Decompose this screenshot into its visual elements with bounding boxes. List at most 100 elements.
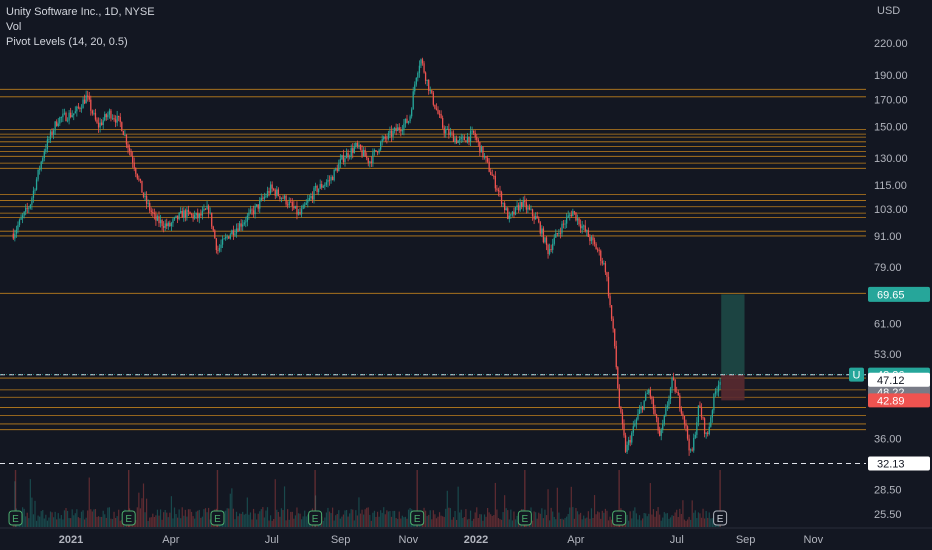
volume-bar — [192, 516, 194, 527]
volume-bar — [514, 519, 517, 527]
candle-body — [621, 412, 624, 425]
time-tick-label: Apr — [567, 534, 584, 546]
candle-body — [184, 210, 187, 218]
volume-bar — [493, 515, 495, 527]
earnings-marker: E — [410, 510, 425, 526]
time-axis[interactable]: 2021 Apr Jul Sep Nov 2022 Apr Jul Sep Nov — [0, 527, 932, 546]
volume-bar — [239, 513, 241, 527]
volume-bar — [586, 517, 588, 527]
volume-bar — [293, 518, 295, 527]
candle-body — [356, 142, 359, 146]
candle-body — [12, 233, 14, 239]
volume-bar — [201, 516, 204, 527]
volume-bar — [572, 507, 574, 527]
candle-body — [60, 117, 63, 118]
candle-body — [35, 179, 38, 190]
candle-body — [679, 395, 681, 409]
candle-body — [547, 244, 549, 255]
candle-body — [544, 237, 546, 243]
volume-bar — [363, 514, 365, 527]
candle-body — [648, 389, 650, 394]
volume-bar — [257, 513, 259, 527]
candle-body — [432, 92, 435, 105]
volume-bar — [335, 515, 337, 527]
volume-bar — [406, 518, 408, 527]
legend-pivot-levels[interactable]: Pivot Levels (14, 20, 0.5) — [6, 36, 128, 48]
candle-body — [133, 162, 135, 169]
volume-bar — [327, 507, 329, 527]
volume-bar — [279, 516, 281, 527]
legend-volume[interactable]: Vol — [6, 21, 22, 33]
candle-body — [603, 263, 605, 264]
candle-body — [338, 163, 340, 172]
candle-body — [548, 249, 551, 255]
candle-body — [573, 211, 576, 213]
candle-body — [285, 195, 287, 205]
candle-body — [164, 223, 166, 228]
candle-body — [111, 118, 114, 120]
volume-bar — [448, 507, 450, 527]
volume-bar — [606, 510, 608, 527]
candle-body — [77, 106, 80, 108]
candle-body — [669, 388, 672, 400]
volume-bar — [91, 511, 93, 527]
volume-bar — [369, 514, 371, 527]
volume-bar — [104, 514, 106, 527]
candle-body — [434, 104, 436, 109]
price-tick-label: 170.00 — [874, 94, 908, 106]
volume-bar — [155, 515, 157, 527]
earnings-marker-label: E — [312, 514, 319, 525]
legend-title[interactable]: Unity Software Inc., 1D, NYSE — [6, 6, 155, 18]
candle-body — [235, 228, 238, 234]
volume-bar — [375, 516, 377, 527]
long-position-tool[interactable] — [721, 294, 745, 401]
horizontal-dashed-lines[interactable] — [0, 374, 866, 464]
candle-body — [476, 137, 478, 140]
time-tick-label: 2021 — [59, 534, 83, 546]
candle-body — [70, 112, 72, 118]
volume-bar — [181, 507, 183, 527]
volume-bar — [600, 518, 602, 527]
volume-bar — [107, 507, 109, 527]
candle-body — [121, 122, 123, 132]
volume-bar — [688, 516, 690, 527]
volume-bar — [679, 508, 681, 527]
volume-bar — [273, 519, 275, 527]
candle-body — [318, 188, 320, 193]
volume-bar — [531, 520, 534, 527]
candle-body — [564, 223, 566, 225]
volume-bar — [545, 515, 548, 527]
price-tick-label: 103.00 — [874, 204, 908, 216]
volume-bar — [113, 511, 115, 527]
candle-body — [300, 209, 303, 215]
volume-bar — [435, 518, 438, 527]
volume-bar — [152, 513, 154, 527]
volume-bar — [477, 518, 479, 527]
candle-body — [359, 144, 362, 150]
candle-body — [288, 201, 290, 206]
volume-bar — [325, 512, 328, 527]
price-axis[interactable]: USD 220.00 190.00 170.00 150.00 130.00 115.00 1… — [874, 5, 908, 521]
candle-body — [378, 149, 380, 153]
candle-body — [316, 185, 318, 193]
candle-body — [654, 409, 656, 415]
candle-body — [203, 208, 205, 211]
candle-body — [535, 216, 537, 220]
volume-bar — [235, 511, 238, 527]
volume-bar — [542, 518, 545, 527]
candle-body — [606, 272, 608, 277]
candle-body — [480, 146, 483, 153]
volume-bar — [597, 511, 599, 527]
volume-bar — [513, 511, 515, 527]
volume-bar — [693, 512, 695, 527]
candle-body — [180, 210, 182, 213]
candle-body — [401, 130, 404, 132]
volume-bar — [443, 516, 445, 527]
candle-body — [438, 113, 441, 115]
candle-body — [26, 207, 28, 209]
volume-spike — [216, 470, 219, 527]
candle-body — [189, 211, 191, 215]
candle-body — [446, 128, 448, 130]
candle-body — [597, 249, 599, 251]
